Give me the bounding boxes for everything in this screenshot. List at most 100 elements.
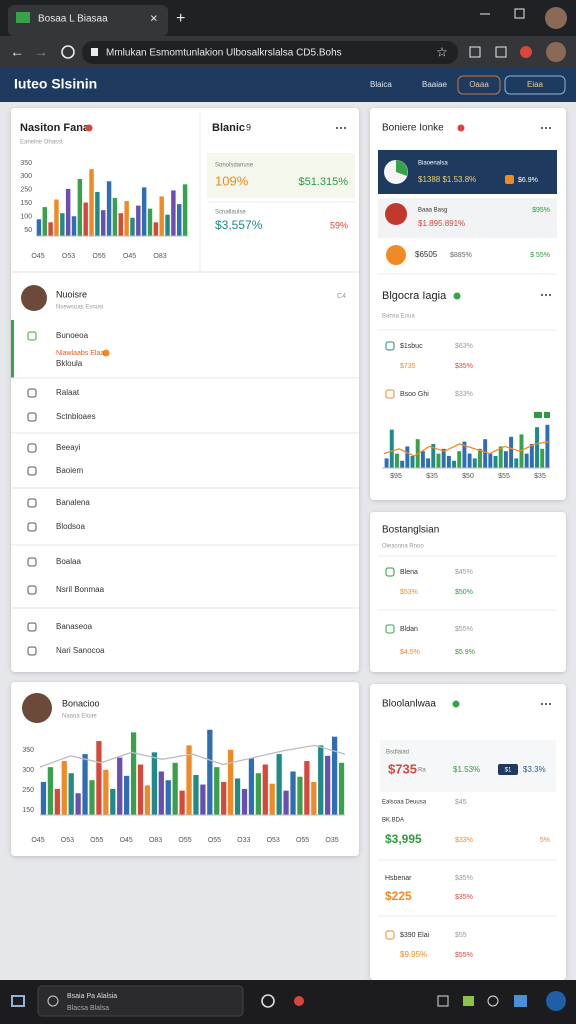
- icon: [27, 646, 37, 656]
- icon: [385, 389, 395, 399]
- bar: [159, 196, 164, 236]
- bar: [158, 771, 164, 815]
- bar: [207, 729, 213, 815]
- bar: [147, 208, 153, 236]
- bar: [179, 790, 185, 815]
- menu-item[interactable]: Nsril Bonmaa: [56, 585, 105, 594]
- start[interactable]: [11, 995, 25, 1007]
- menu-item[interactable]: Baoiem: [56, 466, 83, 475]
- bar: [172, 762, 178, 815]
- bar: [68, 773, 74, 815]
- ext-icon[interactable]: [469, 46, 481, 58]
- bar: [269, 783, 275, 815]
- bar: [325, 755, 331, 815]
- row-label: Bldan: [400, 626, 418, 633]
- header-button[interactable]: [504, 75, 566, 95]
- taskbar-icon[interactable]: [487, 995, 499, 1007]
- bookmark[interactable]: ☆: [436, 44, 448, 59]
- x-tick-label: O55: [208, 837, 221, 844]
- bar: [186, 745, 192, 815]
- x-tick-label: O33: [237, 837, 250, 844]
- forward[interactable]: →: [34, 44, 48, 60]
- ext-icon[interactable]: [520, 46, 532, 58]
- badge: 9: [246, 122, 251, 132]
- card-subtitle: Naaoa Eloae: [62, 714, 97, 720]
- x-tick-label: O55: [178, 837, 191, 844]
- avatar: [21, 285, 47, 311]
- menu-item[interactable]: Nlawlaabs Elaa: [56, 350, 104, 357]
- reload[interactable]: [61, 45, 75, 59]
- omnibox[interactable]: [82, 41, 458, 64]
- stat-change: $51.315%: [298, 176, 348, 188]
- menu-item[interactable]: Banaseoa: [56, 622, 93, 631]
- menu-item[interactable]: Bunoeoa: [56, 331, 89, 340]
- nav-link[interactable]: Blaica: [370, 80, 392, 89]
- menu-item[interactable]: Blodsoa: [56, 522, 85, 531]
- card-title: Blgocra Iagia: [382, 290, 447, 302]
- menu-item[interactable]: Banalena: [56, 498, 90, 507]
- tab[interactable]: [8, 5, 168, 36]
- more-dot: [335, 126, 339, 130]
- menu-item[interactable]: Sctnbloaes: [56, 412, 96, 421]
- bar: [462, 441, 467, 468]
- bar: [331, 736, 338, 815]
- menu-item[interactable]: Boalaa: [56, 557, 81, 566]
- more-dot: [548, 126, 552, 130]
- profile[interactable]: [546, 42, 566, 62]
- person-subtitle: Nsewsoas Esnusi: [56, 305, 103, 311]
- taskbar-icon[interactable]: [294, 996, 304, 1006]
- back[interactable]: ←: [10, 44, 24, 60]
- icon: [27, 412, 37, 422]
- bar: [524, 453, 529, 468]
- maximize[interactable]: [514, 8, 525, 19]
- taskbar-icon[interactable]: [546, 991, 566, 1011]
- menu-item[interactable]: Nari Sanocoa: [56, 646, 105, 655]
- profile[interactable]: [545, 7, 567, 29]
- icon: [505, 175, 514, 184]
- row-label: Ealsoaa Deuusa: [382, 800, 427, 806]
- x-tick-label: O55: [296, 837, 309, 844]
- bar: [488, 453, 493, 468]
- row-label: $4.5%: [400, 649, 420, 656]
- bar: [420, 451, 425, 468]
- bar: [441, 448, 446, 468]
- icon: [27, 622, 37, 632]
- taskbar-icon[interactable]: [514, 995, 527, 1007]
- bar: [498, 446, 503, 468]
- x-tick-label: O53: [61, 837, 74, 844]
- header-button[interactable]: [457, 75, 501, 95]
- trend-line: [383, 440, 551, 457]
- row-change: $6.9%: [518, 177, 538, 184]
- bar: [514, 458, 519, 468]
- bar: [193, 774, 199, 815]
- search-box[interactable]: [37, 985, 244, 1017]
- menu-item[interactable]: Beeayi: [56, 443, 81, 452]
- bar: [394, 453, 399, 468]
- card-title: Nasiton Fana: [20, 122, 90, 134]
- stat-box: [207, 153, 355, 198]
- tab-close[interactable]: ×: [150, 10, 158, 25]
- bar: [283, 790, 289, 815]
- taskbar-icon[interactable]: [261, 994, 275, 1008]
- bar: [214, 767, 220, 815]
- taskbar-icon[interactable]: [463, 996, 474, 1006]
- bar: [137, 764, 144, 815]
- bar: [165, 214, 170, 236]
- ext-icon[interactable]: [495, 46, 507, 58]
- menu-item[interactable]: Bkloula: [56, 359, 83, 368]
- menu-item[interactable]: Ralaat: [56, 388, 80, 397]
- bar: [467, 453, 472, 468]
- y-tick-label: 250: [20, 187, 32, 194]
- bar: [338, 762, 345, 815]
- row[interactable]: [378, 198, 557, 238]
- icon: [544, 412, 550, 418]
- icon: [27, 331, 37, 341]
- nav-link[interactable]: Baaiae: [422, 80, 447, 89]
- bar: [61, 761, 67, 815]
- row-label: $390 Elai: [400, 932, 430, 939]
- x-tick-label: $35: [426, 473, 438, 480]
- new-tab[interactable]: +: [176, 10, 185, 27]
- x-tick-label: O53: [267, 837, 280, 844]
- card-title: Blanic: [212, 122, 245, 134]
- taskbar-icon[interactable]: [437, 995, 449, 1007]
